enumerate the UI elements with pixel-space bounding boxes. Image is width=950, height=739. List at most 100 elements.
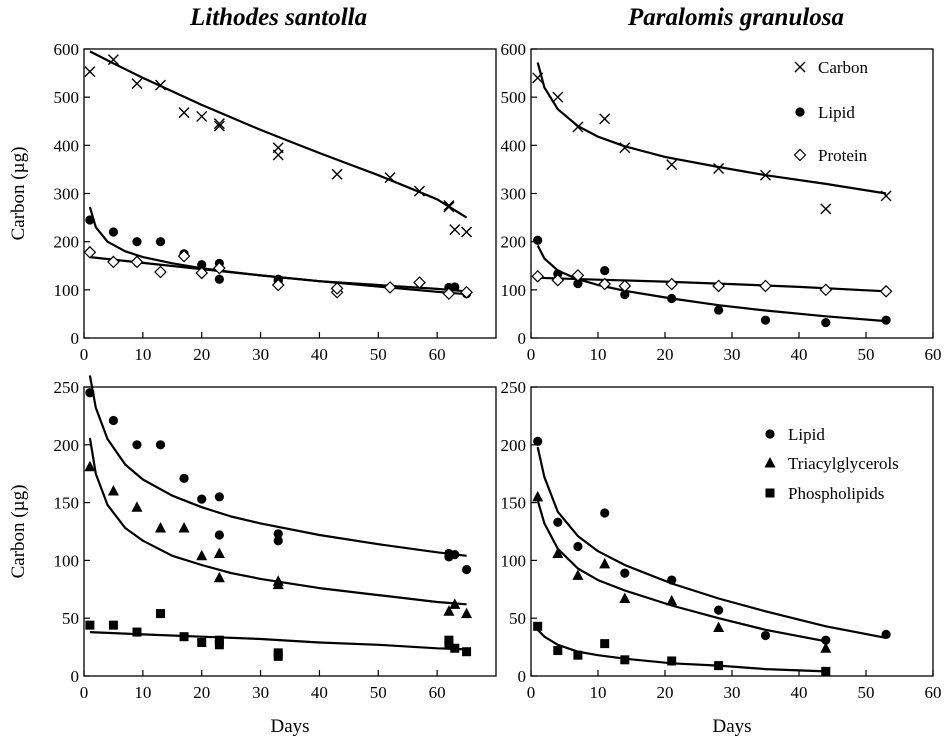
legend-label-carbon: Carbon: [818, 58, 869, 77]
data-point-phospholipids: [462, 647, 472, 657]
data-point-triacylglycerols: [213, 547, 225, 558]
data-point-phospholipids: [197, 637, 207, 647]
data-point-protein: [460, 285, 473, 299]
data-point-phospholipids: [179, 632, 189, 642]
chart-bottom-left: 0 50 100 150 200 250 0 10 20 30 40 50 60 Carbon (µg) D…: [8, 375, 497, 737]
x-tick-label: 50: [370, 683, 387, 702]
y-tick-label: 50: [62, 609, 79, 628]
data-point-carbon: [760, 169, 771, 181]
y-tick-label: 400: [54, 136, 80, 155]
legend-label-phospholipids: Phospholipids: [788, 484, 884, 503]
data-point-lipid: [85, 388, 95, 398]
x-tick-label: 50: [858, 345, 875, 364]
legend-marker-protein: [793, 148, 807, 162]
series-phospholipids: [533, 621, 831, 676]
y-tick-label: 600: [501, 40, 527, 59]
data-point-carbon: [213, 120, 225, 132]
data-point-carbon: [84, 66, 96, 78]
data-point-carbon: [384, 172, 396, 184]
x-tick-label: 60: [925, 683, 942, 702]
y-tick-label: 300: [54, 185, 80, 204]
data-point-phospholipids: [600, 639, 610, 649]
x-tick-label: 20: [193, 683, 210, 702]
data-point-carbon: [443, 201, 455, 213]
y-tick-label: 200: [501, 436, 527, 455]
data-point-carbon: [713, 162, 725, 174]
data-point-lipid: [760, 630, 771, 641]
plot-frame: [530, 386, 934, 677]
data-point-lipid: [132, 237, 142, 247]
data-point-lipid: [881, 315, 891, 325]
data-point-lipid: [273, 536, 283, 546]
x-tick-label: 40: [791, 345, 808, 364]
data-point-phospholipids: [214, 635, 224, 645]
data-point-protein: [413, 276, 426, 289]
data-point-lipid: [714, 305, 724, 315]
data-point-lipid: [450, 282, 460, 292]
x-tick-label: 50: [370, 345, 387, 364]
data-point-protein: [271, 278, 285, 292]
data-point-lipid: [600, 265, 610, 276]
x-tick-label: 10: [590, 345, 607, 364]
y-tick-label: 250: [54, 378, 80, 397]
data-point-triacylglycerols: [713, 621, 725, 632]
data-point-triacylglycerols: [272, 578, 284, 590]
data-point-protein: [571, 269, 585, 282]
fit-line-lipid: [88, 375, 467, 557]
data-point-lipid: [197, 260, 207, 270]
fit-line-carbon: [89, 50, 468, 219]
data-point-triacylglycerols: [107, 485, 119, 496]
plot-frame: [83, 48, 497, 339]
fit-line-triacylglycerols: [536, 499, 827, 643]
data-point-phospholipids: [156, 609, 166, 619]
data-point-triacylglycerols: [178, 522, 190, 533]
series-carbon: [532, 62, 892, 215]
data-point-lipid: [461, 565, 472, 575]
fit-line-carbon: [536, 62, 887, 195]
data-point-lipid: [600, 508, 610, 518]
data-point-protein: [177, 249, 191, 263]
data-point-carbon: [532, 72, 544, 84]
data-point-triacylglycerols: [155, 522, 167, 533]
data-point-lipid: [620, 568, 630, 578]
data-point-triacylglycerols: [449, 598, 461, 609]
data-point-carbon: [155, 79, 167, 91]
data-point-carbon: [880, 190, 892, 202]
x-tick-label: 0: [527, 683, 536, 702]
data-point-phospholipids: [573, 650, 583, 660]
title-paralomis: Paralomis granulosa: [628, 4, 845, 31]
data-point-protein: [712, 279, 725, 293]
data-point-lipid: [155, 440, 166, 450]
data-point-phospholipids: [821, 666, 831, 676]
data-point-lipid: [450, 550, 460, 560]
fit-line-protein: [537, 276, 887, 293]
data-point-lipid: [214, 274, 224, 284]
y-tick-label: 200: [54, 436, 80, 455]
data-point-phospholipids: [108, 620, 118, 630]
y-tick-label: 0: [518, 667, 527, 686]
title-lithodes: Lithodes santolla: [190, 4, 368, 31]
series-protein: [83, 245, 473, 301]
data-point-protein: [383, 281, 397, 294]
data-point-lipid: [85, 215, 95, 225]
data-point-carbon: [131, 78, 143, 90]
data-point-lipid: [214, 530, 224, 540]
data-point-triacylglycerols: [84, 460, 96, 472]
y-tick-label: 100: [54, 281, 80, 300]
data-point-lipid: [108, 415, 119, 426]
data-point-protein: [759, 279, 772, 293]
series-triacylglycerols: [532, 490, 832, 653]
data-point-phospholipids: [444, 635, 454, 645]
chart-bottom-right: 0 50 100 150 200 250 0 10 20 30 40 50 60 Days Lipid Tri…: [501, 378, 942, 737]
x-tick-label: 60: [429, 345, 446, 364]
data-point-lipid: [533, 235, 543, 245]
data-point-lipid: [214, 492, 224, 502]
y-tick-label: 250: [501, 378, 527, 397]
y-tick-label: 150: [54, 494, 80, 513]
data-point-lipid: [553, 517, 563, 527]
x-tick-label: 10: [134, 683, 151, 702]
y-tick-label: 0: [71, 329, 80, 348]
fit-line-phospholipids: [89, 631, 467, 651]
data-point-carbon: [572, 121, 584, 133]
data-point-triacylglycerols: [666, 594, 678, 606]
